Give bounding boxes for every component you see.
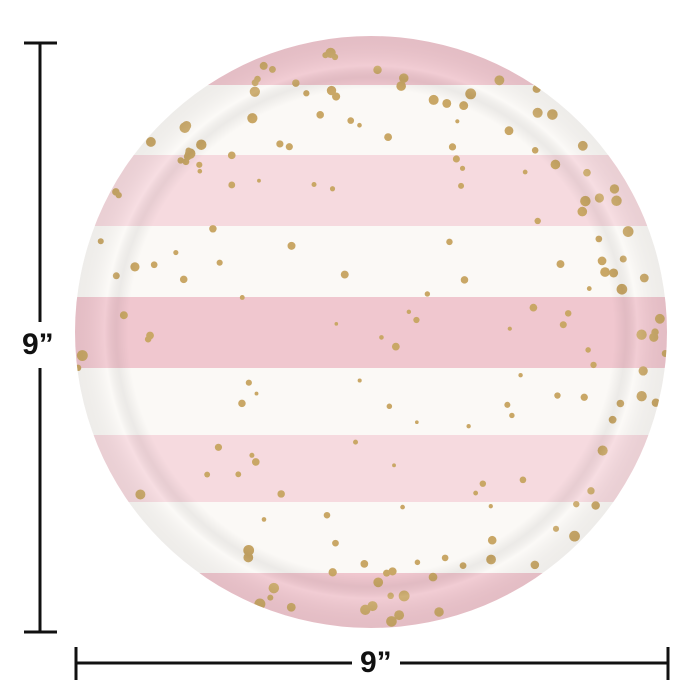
height-label: 9” (22, 322, 54, 368)
plate (75, 36, 667, 628)
width-label: 9” (352, 646, 400, 680)
plate-rim-shading (75, 36, 667, 628)
